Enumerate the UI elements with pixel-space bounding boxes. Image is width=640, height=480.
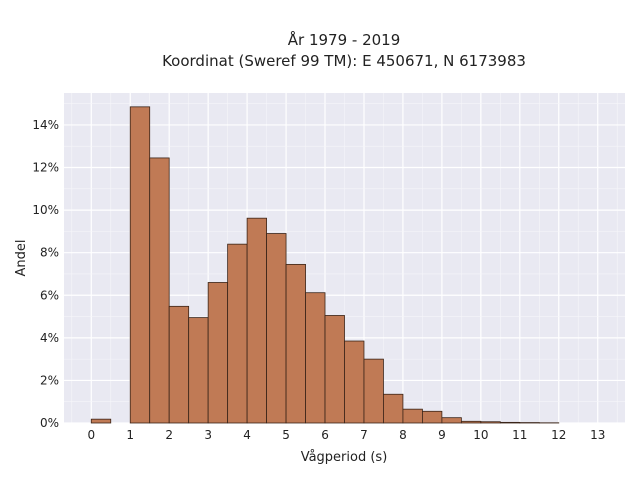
histogram-bar bbox=[227, 243, 248, 424]
x-tick-label: 7 bbox=[360, 428, 368, 442]
x-tick-label: 8 bbox=[399, 428, 407, 442]
histogram-bar bbox=[324, 315, 345, 424]
x-tick-label: 5 bbox=[282, 428, 290, 442]
x-tick-label: 13 bbox=[590, 428, 605, 442]
histogram-bar bbox=[422, 410, 443, 424]
x-axis-ticks: 0 1 2 3 4 5 6 7 8 9 10 11 12 13 bbox=[87, 428, 605, 442]
histogram-bar bbox=[168, 305, 190, 424]
histogram-bar bbox=[499, 421, 521, 424]
x-tick-label: 2 bbox=[165, 428, 173, 442]
histogram-bar bbox=[90, 418, 112, 424]
x-tick-label: 6 bbox=[321, 428, 329, 442]
y-tick-label: 4% bbox=[40, 331, 59, 345]
chart-title-line1: År 1979 - 2019 bbox=[288, 30, 401, 49]
histogram-bar bbox=[383, 393, 404, 424]
histogram-bar bbox=[129, 106, 151, 424]
x-tick-label: 11 bbox=[512, 428, 527, 442]
x-tick-label: 12 bbox=[551, 428, 566, 442]
bars bbox=[90, 106, 560, 424]
histogram-bar bbox=[480, 421, 501, 424]
histogram-bar bbox=[344, 340, 365, 424]
y-axis-ticks: 0% 2% 4% 6% 8% 10% 12% 14% bbox=[32, 118, 59, 430]
x-tick-label: 9 bbox=[438, 428, 446, 442]
y-tick-label: 10% bbox=[32, 203, 59, 217]
histogram-bar bbox=[460, 420, 482, 424]
x-tick-label: 3 bbox=[204, 428, 212, 442]
histogram-bar bbox=[402, 408, 423, 424]
x-tick-label: 10 bbox=[473, 428, 488, 442]
x-tick-label: 4 bbox=[243, 428, 251, 442]
y-tick-label: 8% bbox=[40, 246, 59, 260]
y-tick-label: 6% bbox=[40, 288, 59, 302]
histogram-bar bbox=[149, 157, 170, 424]
y-tick-label: 0% bbox=[40, 416, 59, 430]
histogram-bar bbox=[188, 317, 209, 424]
histogram-bar bbox=[207, 282, 229, 424]
x-axis-label: Vågperiod (s) bbox=[301, 450, 388, 465]
y-tick-label: 12% bbox=[32, 161, 59, 175]
y-tick-label: 14% bbox=[32, 118, 59, 132]
histogram-bar bbox=[363, 358, 384, 424]
histogram-bar bbox=[285, 263, 306, 424]
y-tick-label: 2% bbox=[40, 373, 59, 387]
histogram-bar bbox=[266, 233, 287, 424]
chart-title-line2: Koordinat (Sweref 99 TM): E 450671, N 61… bbox=[162, 52, 526, 70]
histogram-bar bbox=[305, 292, 326, 424]
x-tick-label: 0 bbox=[87, 428, 95, 442]
histogram-bar bbox=[246, 217, 267, 424]
y-axis-label: Andel bbox=[14, 240, 29, 277]
histogram-bar bbox=[441, 417, 462, 424]
x-tick-label: 1 bbox=[126, 428, 134, 442]
